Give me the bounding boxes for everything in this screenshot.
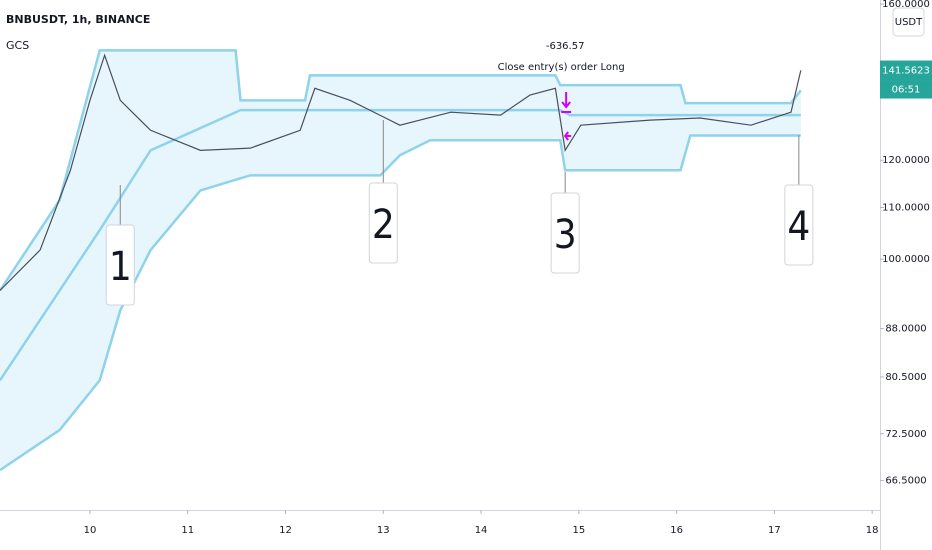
x-tick-label: 17 (768, 525, 781, 536)
callout-box (550, 192, 580, 274)
x-tick-label: 14 (475, 525, 488, 536)
trade-marker-entry (563, 131, 572, 141)
x-tick-label: 12 (279, 525, 292, 536)
chart-title: BNBUSDT, 1h, BINANCE (6, 13, 150, 26)
x-tick-label: 18 (866, 525, 879, 536)
currency-label[interactable]: USDT (895, 17, 923, 28)
callout-label: 1 (109, 244, 132, 290)
y-tick-label: 72.5000 (885, 429, 926, 440)
x-tick-label: 10 (84, 525, 97, 536)
y-tick-label: 100.0000 (882, 254, 930, 265)
series-line (0, 49, 802, 292)
y-tick-label: 66.5000 (885, 476, 926, 487)
callout-box (784, 184, 814, 266)
callout-label: 3 (554, 212, 577, 258)
last-price-label: 141.5623 (882, 66, 930, 77)
trade-text: Close entry(s) order Long (498, 62, 625, 73)
trade-profit: -636.57 (546, 41, 585, 52)
trade-marker-exit (561, 92, 572, 113)
y-tick-label: 80.5000 (885, 372, 926, 383)
callout-label: 2 (372, 202, 395, 248)
indicator-name: GCS (6, 39, 29, 52)
series-line (0, 53, 802, 291)
callout-box (368, 182, 398, 264)
channel-fill (0, 50, 801, 471)
x-tick-label: 13 (377, 525, 390, 536)
y-tick-label: 110.0000 (882, 202, 930, 213)
callout-box (105, 224, 135, 306)
x-tick-label: 16 (670, 525, 683, 536)
countdown-box (880, 80, 932, 99)
y-tick-label: 160.0000 (882, 0, 930, 10)
currency-button[interactable] (892, 7, 925, 37)
y-tick-label: 88.0000 (885, 324, 926, 335)
plot-area (0, 49, 802, 472)
x-tick-label: 11 (181, 525, 194, 536)
callout-label: 4 (787, 204, 810, 250)
countdown-label: 06:51 (892, 85, 921, 96)
series-line (0, 108, 801, 382)
x-tick-label: 15 (572, 525, 585, 536)
series-line (0, 134, 801, 472)
y-tick-label: 120.0000 (882, 155, 930, 166)
last-price-box (880, 60, 932, 81)
